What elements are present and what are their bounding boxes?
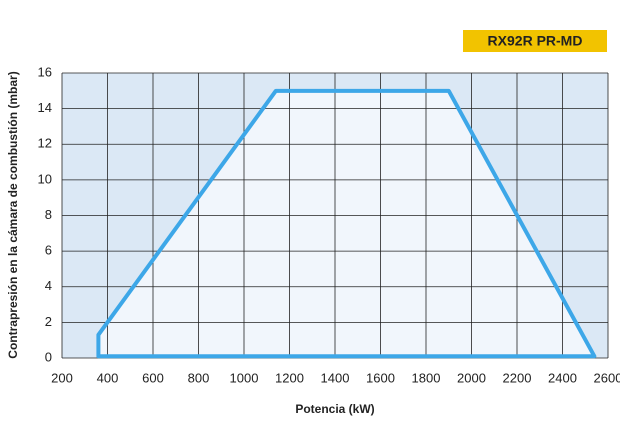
y-tick-label: 14: [38, 100, 52, 115]
chart-title: RX92R PR-MD: [488, 33, 583, 49]
title-badge: [463, 30, 607, 52]
x-tick-label: 800: [188, 370, 210, 385]
y-tick-label: 0: [45, 349, 52, 364]
x-tick-label: 1600: [366, 370, 395, 385]
x-tick-label: 1000: [230, 370, 259, 385]
y-tick-label: 8: [45, 207, 52, 222]
x-tick-label: 2400: [548, 370, 577, 385]
y-tick-label: 10: [38, 171, 52, 186]
x-tick-label: 2600: [594, 370, 620, 385]
x-tick-label: 200: [51, 370, 73, 385]
x-tick-label: 1400: [321, 370, 350, 385]
working-field-fill: [98, 90, 595, 357]
x-tick-label: 400: [97, 370, 119, 385]
x-tick-label: 2000: [457, 370, 486, 385]
x-axis-label: Potencia (kW): [295, 402, 374, 416]
y-tick-label: 6: [45, 243, 52, 258]
x-tick-label: 2200: [503, 370, 532, 385]
x-tick-label: 1800: [412, 370, 441, 385]
y-tick-label: 16: [38, 64, 52, 79]
x-tick-label: 1200: [275, 370, 304, 385]
y-tick-label: 4: [45, 278, 52, 293]
y-axis-label: Contrapresión en la cámara de combustión…: [6, 71, 20, 358]
working-field: [96, 88, 597, 359]
y-tick-label: 2: [45, 314, 52, 329]
x-tick-label: 600: [142, 370, 164, 385]
y-tick-label: 12: [38, 136, 52, 151]
